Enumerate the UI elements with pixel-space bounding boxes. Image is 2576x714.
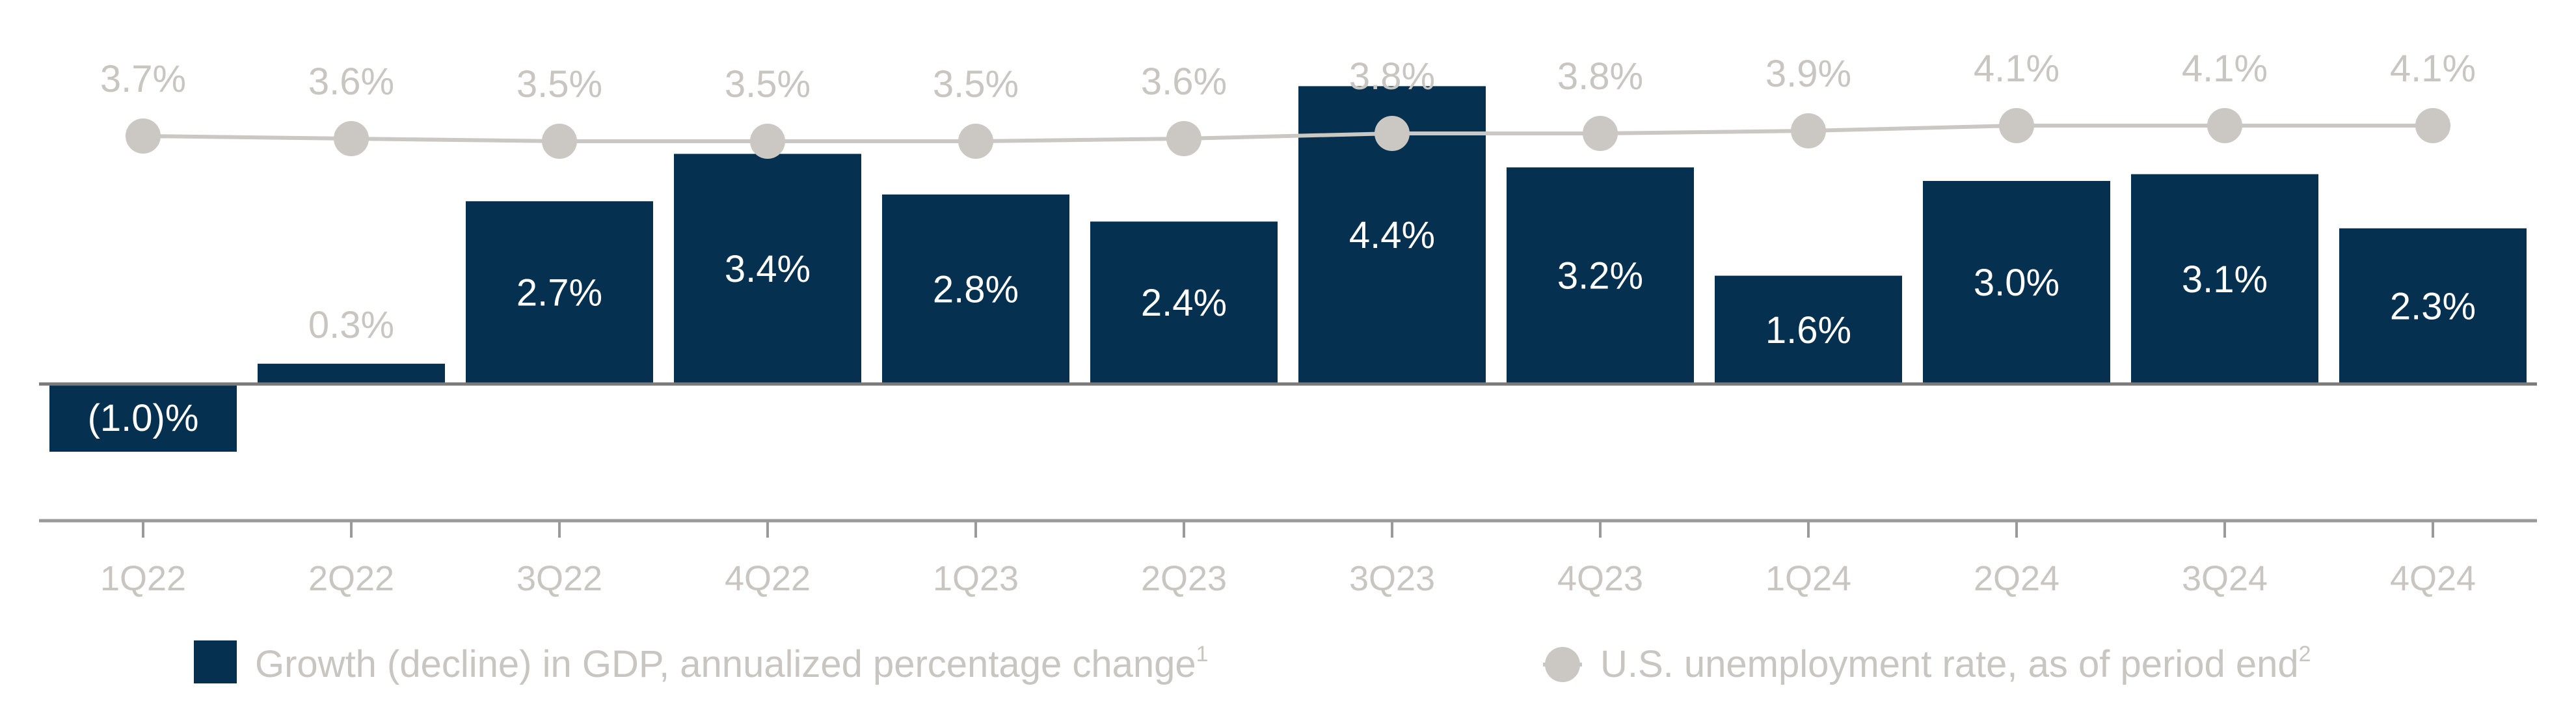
x-tick-label: 3Q24 <box>2182 559 2268 598</box>
gdp-bar <box>1715 275 1902 384</box>
unemployment-data-label: 3.5% <box>517 63 602 105</box>
x-axis: 1Q22 2Q22 3Q22 4Q22 1Q23 2Q23 3Q23 4Q23 1Q24 2Q24… <box>39 519 2537 598</box>
x-tick-label: 1Q24 <box>1765 559 1851 598</box>
gdp-data-label: 1.6% <box>1765 309 1851 351</box>
x-tick-label: 4Q24 <box>2390 559 2476 598</box>
gdp-data-labels: (1.0)% 0.3% 2.7% 3.4% 2.8% 2.4% 4.4% 3.2% 1.6% 3.… <box>88 214 2476 439</box>
unemployment-point <box>542 124 577 159</box>
gdp-data-label: 4.4% <box>1349 214 1435 256</box>
legend-gdp-swatch <box>194 640 237 683</box>
unemployment-data-label: 4.1% <box>2390 48 2476 90</box>
unemployment-data-labels: 3.7% 3.6% 3.5% 3.5% 3.5% 3.6% 3.8% 3.8% 3.9% 4.1%… <box>100 48 2476 105</box>
unemployment-point <box>126 118 161 154</box>
unemployment-point <box>1583 116 1618 151</box>
gdp-data-label: 3.2% <box>1557 255 1643 297</box>
gdp-data-label: 2.8% <box>933 268 1019 310</box>
unemployment-series-line <box>142 124 2433 143</box>
unemployment-point <box>1375 116 1410 151</box>
gdp-data-label: 0.3% <box>308 304 394 346</box>
gdp-bars <box>49 86 2527 452</box>
unemployment-data-label: 3.6% <box>1141 61 1227 103</box>
x-tick-label: 1Q23 <box>933 559 1019 598</box>
x-tick-label: 2Q24 <box>1974 559 2059 598</box>
unemployment-data-label: 3.6% <box>308 61 394 103</box>
unemployment-point <box>2415 108 2450 143</box>
x-tick-label: 3Q22 <box>517 559 602 598</box>
gdp-bar <box>674 154 861 384</box>
gdp-bar <box>2339 228 2527 384</box>
gdp-bar <box>258 363 445 384</box>
unemployment-data-label: 3.7% <box>100 58 186 100</box>
gdp-bar <box>466 201 653 384</box>
legend-gdp-label: Growth (decline) in GDP, annualized perc… <box>255 642 1209 685</box>
unemployment-data-label: 3.9% <box>1765 53 1851 95</box>
gdp-bar <box>1090 221 1278 384</box>
gdp-bar <box>1507 167 1694 384</box>
unemployment-point <box>958 124 993 159</box>
unemployment-point <box>1999 108 2034 143</box>
gdp-data-label: 3.1% <box>2182 258 2268 301</box>
x-tick-label: 3Q23 <box>1349 559 1435 598</box>
gdp-data-label: 2.3% <box>2390 285 2476 327</box>
x-tick-label: 1Q22 <box>100 559 186 598</box>
gdp-data-label: 2.4% <box>1141 282 1227 324</box>
unemployment-data-label: 4.1% <box>1974 48 2059 90</box>
x-tick-label: 4Q23 <box>1557 559 1643 598</box>
gdp-bar <box>882 194 1069 384</box>
unemployment-point <box>750 124 785 159</box>
gdp-bar <box>49 384 237 452</box>
unemployment-data-label: 3.8% <box>1557 55 1643 98</box>
legend-unemployment-marker-icon <box>1545 647 1580 682</box>
unemployment-data-label: 3.5% <box>933 63 1019 105</box>
gdp-data-label: 3.4% <box>725 248 811 290</box>
gdp-bar <box>1923 181 2110 384</box>
unemployment-data-label: 4.1% <box>2182 48 2268 90</box>
x-tick-label: 2Q23 <box>1141 559 1227 598</box>
unemployment-point <box>1791 113 1826 148</box>
unemployment-point <box>1166 121 1201 156</box>
gdp-data-label: 2.7% <box>517 272 602 314</box>
x-tick-label: 2Q22 <box>308 559 394 598</box>
unemployment-line <box>126 108 2450 159</box>
gdp-data-label: 3.0% <box>1974 262 2059 304</box>
unemployment-data-label: 3.5% <box>725 63 811 105</box>
unemployment-data-label: 3.8% <box>1349 55 1435 98</box>
legend-unemployment-label: U.S. unemployment rate, as of period end… <box>1600 642 2311 685</box>
legend: Growth (decline) in GDP, annualized perc… <box>194 640 2311 685</box>
gdp-data-label: (1.0)% <box>88 397 199 439</box>
gdp-bar <box>2131 174 2318 384</box>
unemployment-point <box>334 121 369 156</box>
x-tick-label: 4Q22 <box>725 559 811 598</box>
unemployment-point <box>2207 108 2242 143</box>
